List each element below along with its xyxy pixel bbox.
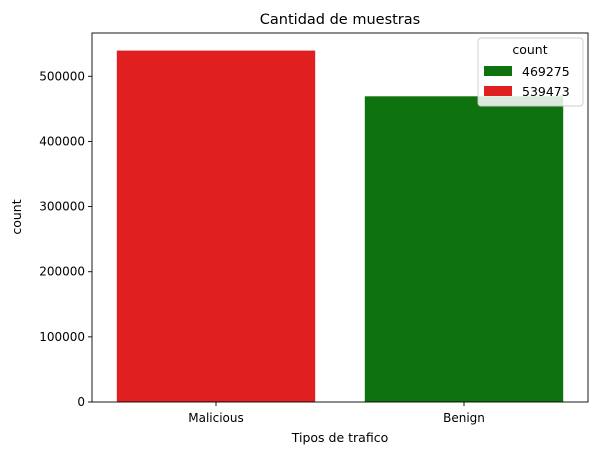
- legend-entry-label: 539473: [522, 84, 570, 99]
- y-axis-label: count: [9, 199, 24, 234]
- legend-swatch: [484, 86, 512, 96]
- bar-benign: [364, 96, 564, 402]
- legend-entry-label: 469275: [522, 64, 570, 79]
- y-tick-label: 200000: [39, 265, 85, 279]
- y-tick-label: 100000: [39, 330, 85, 344]
- legend-swatch: [484, 66, 512, 76]
- y-tick-label: 0: [77, 395, 85, 409]
- bars-layer: [116, 50, 564, 402]
- legend-entries: 469275 539473: [484, 64, 570, 99]
- x-tick-label-benign: Benign: [443, 411, 485, 425]
- y-tick-label: 400000: [39, 134, 85, 148]
- legend-title: count: [512, 42, 547, 57]
- plot-frame: [91, 32, 589, 403]
- y-tick-label: 500000: [39, 69, 85, 83]
- x-axis: Malicious Benign: [188, 402, 485, 425]
- bar-malicious: [116, 50, 316, 402]
- y-axis: 0 100000 200000 300000 400000 500000: [39, 69, 92, 409]
- legend: count 469275 539473: [477, 37, 584, 107]
- x-tick-label-malicious: Malicious: [188, 411, 244, 425]
- y-tick-label: 300000: [39, 200, 85, 214]
- x-axis-label: Tipos de trafico: [291, 430, 388, 445]
- chart-title: Cantidad de muestras: [260, 12, 420, 28]
